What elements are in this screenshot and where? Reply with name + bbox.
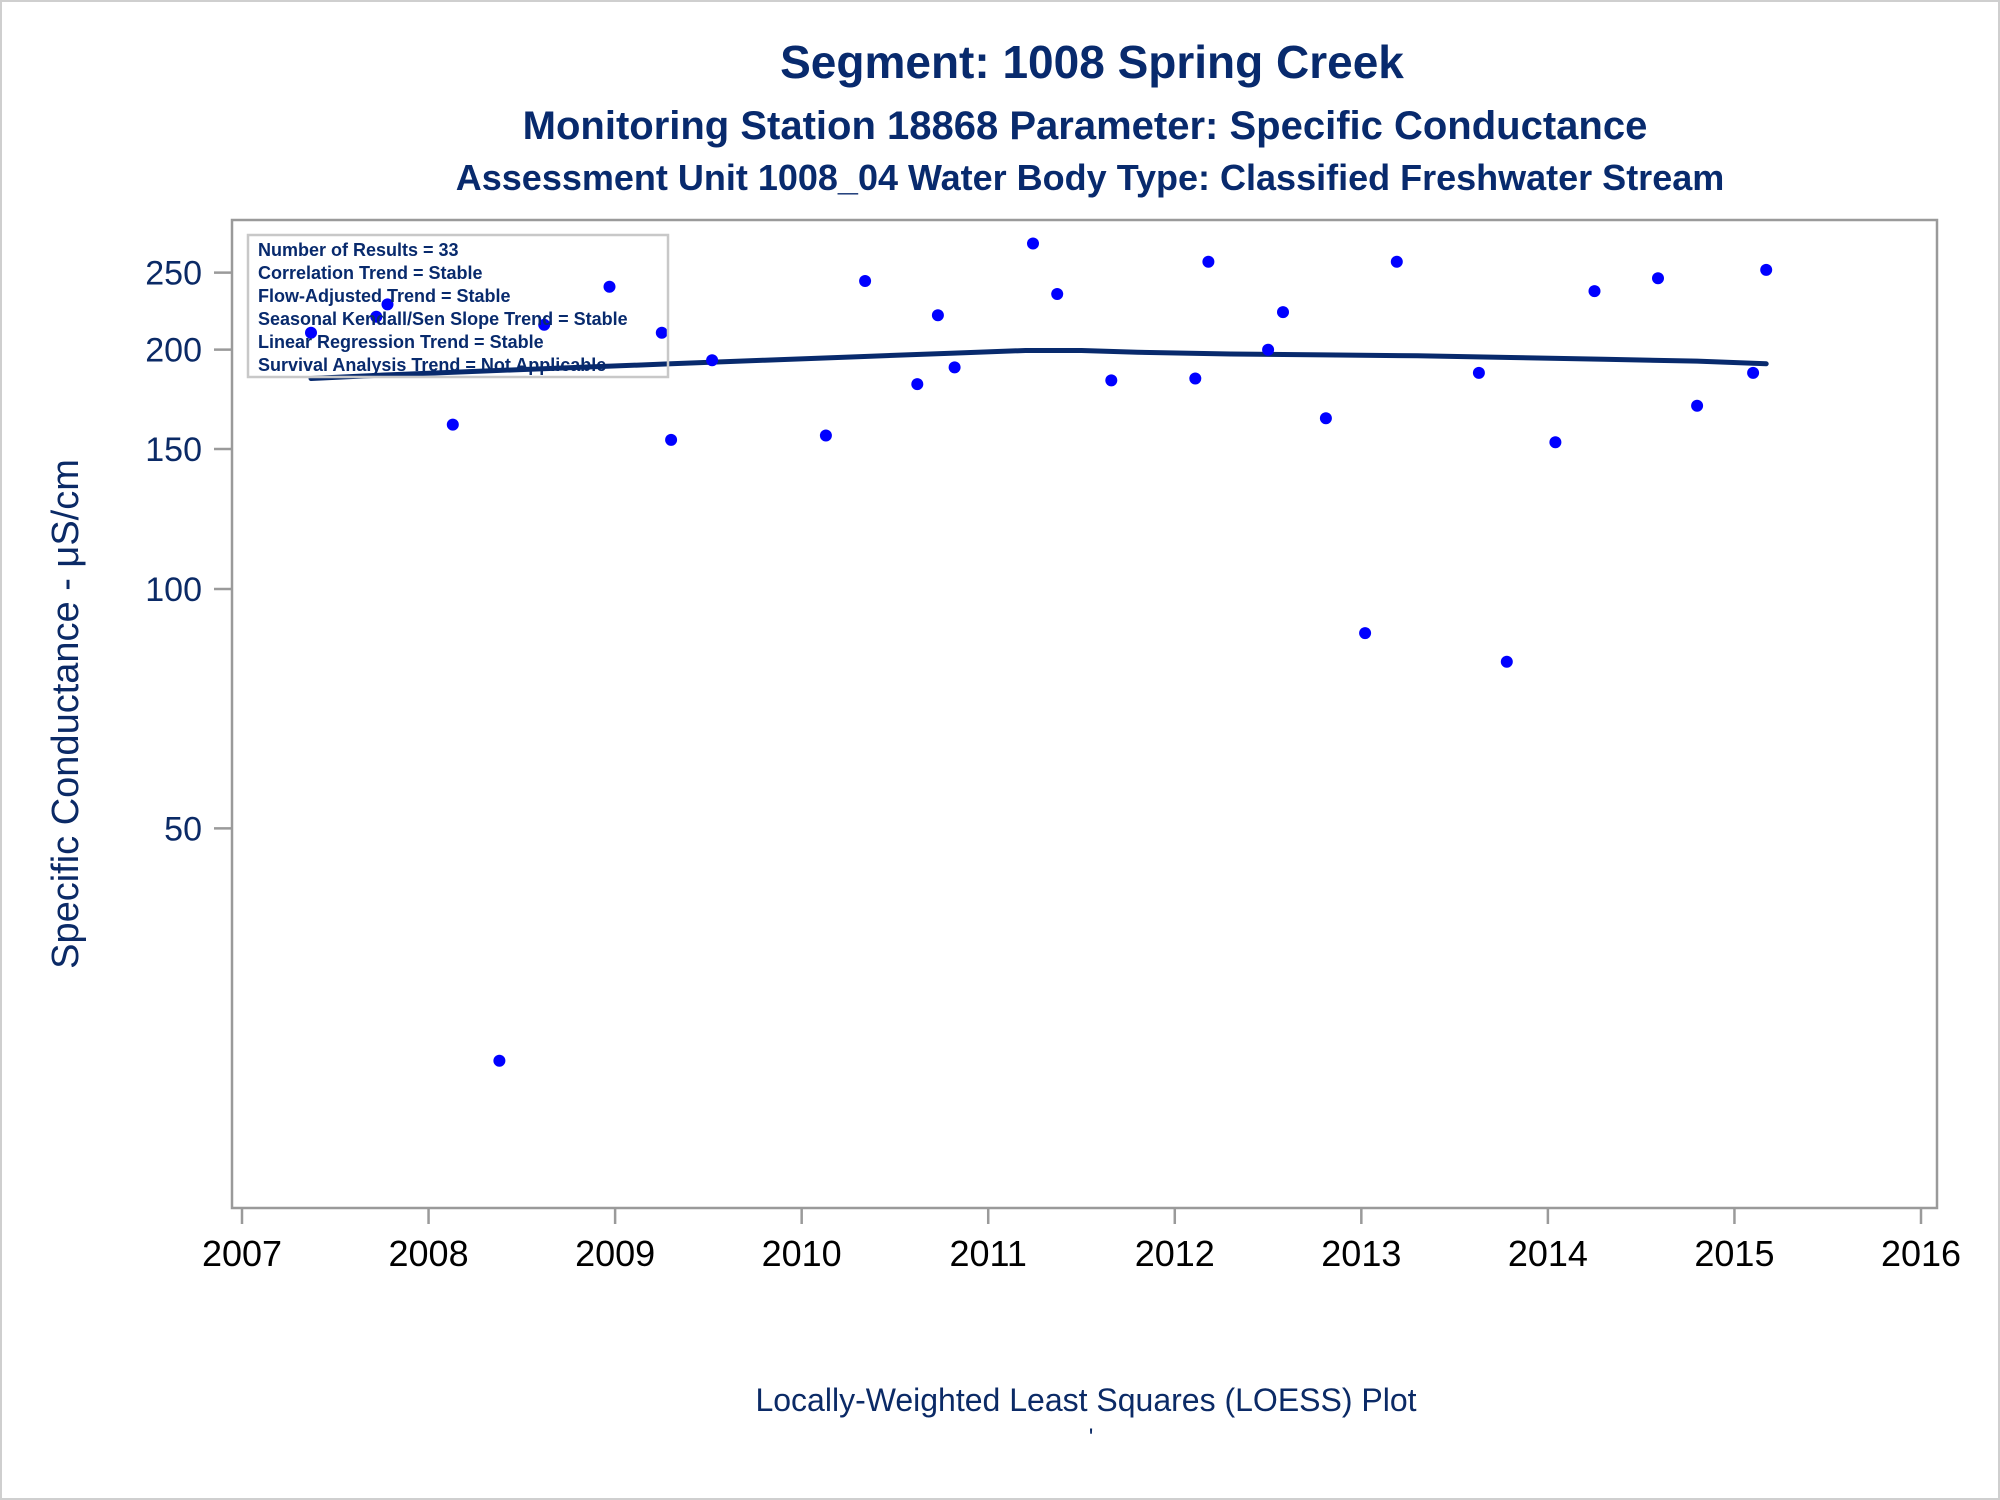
x-tick-label: 2015 — [1694, 1233, 1774, 1274]
y-tick-label: 200 — [145, 332, 202, 370]
stats-line: Survival Analysis Trend = Not Applicable — [258, 355, 606, 375]
x-axis: 2007 2008 2009 2010 2011 2012 2013 2014 2015 2016 — [202, 1208, 1961, 1274]
data-point — [706, 354, 719, 367]
plot-area — [230, 218, 1939, 1210]
x-tick-label: 2014 — [1508, 1233, 1588, 1274]
data-point — [493, 1054, 506, 1067]
data-point — [1262, 343, 1275, 356]
footnote-mark: ' — [1089, 1424, 1094, 1451]
data-point — [1390, 255, 1403, 268]
data-point — [603, 280, 616, 293]
stats-inset: Number of Results = 33 Correlation Trend … — [246, 233, 670, 379]
loess-line — [308, 348, 1769, 381]
stats-line: Number of Results = 33 — [258, 240, 459, 260]
data-point — [1277, 306, 1289, 319]
data-point — [1051, 288, 1064, 300]
chart-title: Segment: 1008 Spring Creek — [780, 36, 1404, 88]
chart-subtitle-2: Assessment Unit 1008_04 Water Body Type:… — [456, 157, 1725, 198]
x-tick-label: 2013 — [1321, 1233, 1401, 1274]
data-point — [819, 429, 832, 442]
x-tick-label: 2007 — [202, 1233, 282, 1274]
data-point — [1500, 655, 1513, 668]
y-tick-label: 150 — [145, 431, 202, 469]
x-tick-label: 2010 — [762, 1233, 842, 1274]
data-point — [305, 326, 317, 339]
data-point — [1472, 366, 1485, 379]
x-tick-label: 2012 — [1135, 1233, 1215, 1274]
x-tick-label: 2008 — [389, 1233, 469, 1274]
data-point — [1359, 627, 1372, 640]
data-point — [1760, 263, 1773, 276]
footnote: Locally-Weighted Least Squares (LOESS) P… — [755, 1382, 1416, 1418]
data-point — [1652, 272, 1664, 285]
y-axis-label: Specific Conductance - μS/cm — [45, 459, 87, 969]
y-tick-label: 250 — [145, 255, 202, 293]
data-point — [1189, 372, 1202, 385]
stats-inset-box — [246, 233, 670, 379]
y-axis: 50 100 150 200 250 — [145, 255, 232, 848]
data-point — [1202, 255, 1215, 268]
data-point — [859, 275, 872, 287]
data-point — [1588, 285, 1601, 298]
data-point — [655, 326, 668, 339]
data-point — [665, 433, 678, 446]
data-point — [538, 318, 551, 331]
chart-subtitle: Monitoring Station 18868 Parameter: Spec… — [523, 104, 1648, 148]
loess-curve-group — [308, 348, 1769, 381]
x-tick-label: 2016 — [1881, 1233, 1961, 1274]
data-point — [370, 310, 383, 323]
data-point — [931, 309, 944, 322]
stats-line: Linear Regression Trend = Stable — [258, 332, 544, 352]
data-point — [911, 378, 924, 391]
x-tick-label: 2011 — [950, 1233, 1027, 1274]
data-point — [948, 361, 961, 374]
y-tick-label: 100 — [145, 571, 202, 609]
data-point — [1027, 237, 1039, 250]
stats-line: Correlation Trend = Stable — [258, 263, 483, 283]
data-point — [446, 418, 459, 431]
stats-line: Seasonal Kendall/Sen Slope Trend = Stabl… — [258, 309, 628, 329]
data-points — [305, 237, 1773, 1067]
x-tick-label: 2009 — [575, 1233, 655, 1274]
stats-line: Flow-Adjusted Trend = Stable — [258, 286, 511, 306]
y-tick-label: 50 — [164, 810, 202, 848]
data-point — [1105, 374, 1118, 387]
data-point — [381, 298, 394, 311]
data-point — [1747, 366, 1760, 379]
data-point — [1319, 412, 1332, 425]
data-point — [1691, 399, 1704, 412]
data-point — [1549, 436, 1562, 449]
